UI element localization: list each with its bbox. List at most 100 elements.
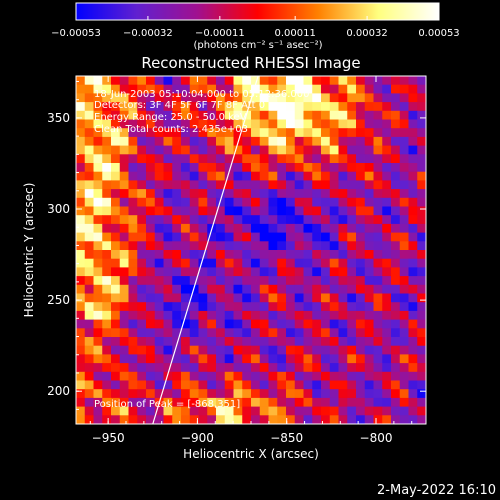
- image-pixel: [399, 84, 409, 94]
- image-pixel: [198, 328, 208, 338]
- image-pixel: [286, 215, 296, 225]
- image-pixel: [356, 232, 366, 242]
- image-pixels: [76, 76, 426, 424]
- image-pixel: [154, 197, 164, 207]
- image-pixel: [373, 232, 383, 242]
- image-pixel: [181, 128, 191, 138]
- image-pixel: [163, 328, 173, 338]
- image-pixel: [417, 328, 426, 338]
- x-tick-label: −850: [270, 431, 303, 445]
- image-pixel: [207, 363, 217, 373]
- image-pixel: [207, 163, 217, 173]
- image-pixel: [111, 371, 121, 381]
- image-pixel: [102, 215, 112, 225]
- image-pixel: [93, 84, 103, 94]
- image-pixel: [84, 354, 94, 364]
- image-pixel: [102, 354, 112, 364]
- image-pixel: [181, 232, 191, 242]
- image-pixel: [408, 397, 418, 407]
- image-pixel: [338, 102, 348, 112]
- image-pixel: [242, 389, 252, 399]
- image-pixel: [189, 345, 199, 355]
- image-pixel: [198, 415, 208, 424]
- image-pixel: [277, 145, 287, 155]
- image-pixel: [189, 328, 199, 338]
- image-pixel: [373, 354, 383, 364]
- image-pixel: [329, 93, 339, 103]
- image-pixel: [373, 380, 383, 390]
- image-pixel: [233, 250, 243, 260]
- image-pixel: [312, 345, 322, 355]
- image-pixel: [102, 136, 112, 146]
- image-pixel: [189, 250, 199, 260]
- image-pixel: [373, 310, 383, 320]
- image-pixel: [111, 189, 121, 199]
- image-pixel: [172, 293, 182, 303]
- image-pixel: [198, 110, 208, 120]
- image-pixel: [321, 76, 331, 86]
- image-pixel: [111, 93, 121, 103]
- image-pixel: [207, 189, 217, 199]
- image-pixel: [93, 397, 103, 407]
- image-pixel: [373, 302, 383, 312]
- image-pixel: [76, 215, 86, 225]
- image-pixel: [172, 267, 182, 277]
- image-pixel: [268, 197, 278, 207]
- image-pixel: [321, 345, 331, 355]
- image-pixel: [233, 415, 243, 424]
- image-pixel: [207, 136, 217, 146]
- image-pixel: [189, 128, 199, 138]
- image-pixel: [373, 136, 383, 146]
- image-pixel: [111, 415, 121, 424]
- image-pixel: [321, 128, 331, 138]
- image-pixel: [373, 319, 383, 329]
- image-pixel: [251, 415, 261, 424]
- image-pixel: [286, 345, 296, 355]
- image-pixel: [198, 84, 208, 94]
- image-pixel: [286, 371, 296, 381]
- image-pixel: [119, 232, 129, 242]
- image-pixel: [181, 276, 191, 286]
- image-pixel: [181, 354, 191, 364]
- image-pixel: [76, 223, 86, 233]
- image-pixel: [364, 180, 374, 190]
- image-pixel: [417, 215, 426, 225]
- image-pixel: [251, 371, 261, 381]
- image-pixel: [417, 415, 426, 424]
- image-pixel: [391, 215, 401, 225]
- image-pixel: [277, 197, 287, 207]
- image-pixel: [128, 197, 138, 207]
- image-pixel: [198, 197, 208, 207]
- image-pixel: [146, 84, 156, 94]
- image-pixel: [128, 128, 138, 138]
- image-pixel: [259, 293, 269, 303]
- image-pixel: [268, 136, 278, 146]
- image-pixel: [181, 363, 191, 373]
- image-pixel: [391, 380, 401, 390]
- image-pixel: [277, 136, 287, 146]
- image-pixel: [137, 415, 147, 424]
- y-axis-label: Heliocentric Y (arcsec): [22, 183, 36, 318]
- image-pixel: [207, 110, 217, 120]
- image-pixel: [242, 319, 252, 329]
- image-pixel: [216, 337, 226, 347]
- image-pixel: [233, 110, 243, 120]
- image-pixel: [207, 119, 217, 129]
- image-pixel: [119, 258, 129, 268]
- image-pixel: [224, 337, 234, 347]
- image-pixel: [286, 154, 296, 164]
- image-pixel: [408, 328, 418, 338]
- image-pixel: [119, 276, 129, 286]
- image-pixel: [84, 76, 94, 86]
- image-pixel: [338, 110, 348, 120]
- image-pixel: [207, 171, 217, 181]
- image-pixel: [286, 171, 296, 181]
- image-pixel: [93, 310, 103, 320]
- image-pixel: [321, 84, 331, 94]
- image-pixel: [207, 293, 217, 303]
- image-pixel: [163, 206, 173, 216]
- image-pixel: [347, 197, 357, 207]
- image-pixel: [286, 163, 296, 173]
- image-pixel: [216, 171, 226, 181]
- image-pixel: [163, 345, 173, 355]
